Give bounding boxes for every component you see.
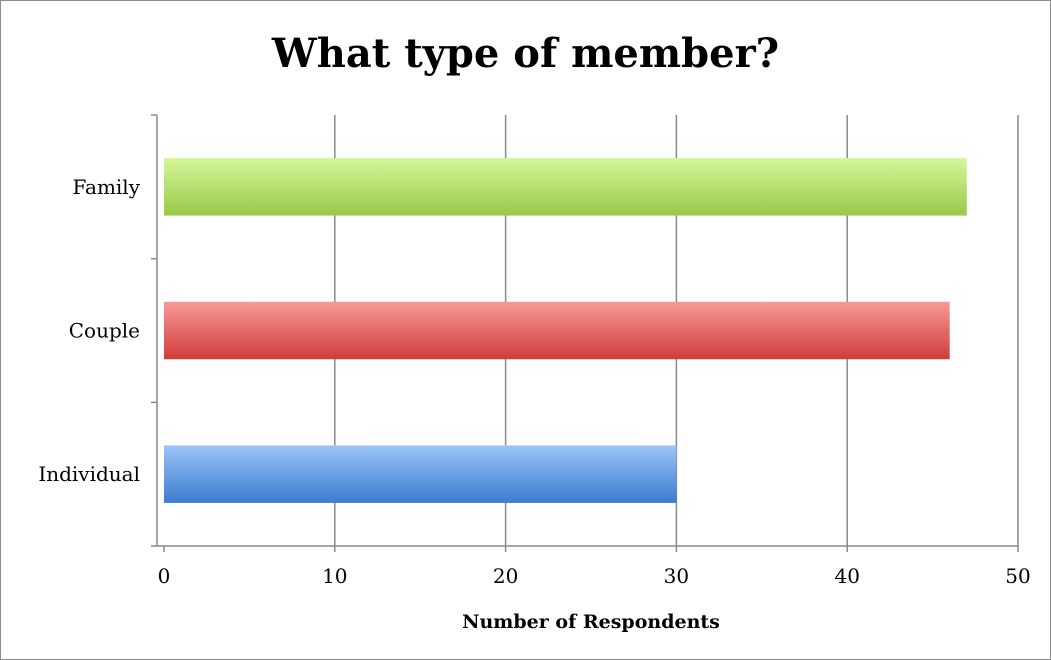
x-axis-title: Number of Respondents <box>462 611 720 633</box>
x-tick-label-50: 50 <box>1005 564 1030 588</box>
y-tick-label-individual: Individual <box>38 462 140 486</box>
bar-individual <box>164 445 677 503</box>
x-tick-label-20: 20 <box>493 564 518 588</box>
chart-title: What type of member? <box>271 30 780 77</box>
bar-couple <box>164 301 950 360</box>
label-layer: 0 10 20 30 40 50 Individual Couple Family <box>38 175 1030 588</box>
x-tick-label-30: 30 <box>664 564 689 588</box>
x-tick-label-0: 0 <box>158 564 171 588</box>
x-tick-label-10: 10 <box>322 564 347 588</box>
y-tick-label-family: Family <box>73 175 141 199</box>
bar-family <box>164 158 967 216</box>
bar-layer <box>164 158 967 503</box>
y-tick-label-couple: Couple <box>69 319 140 343</box>
axis-layer <box>151 114 1019 552</box>
x-tick-label-40: 40 <box>834 564 859 588</box>
